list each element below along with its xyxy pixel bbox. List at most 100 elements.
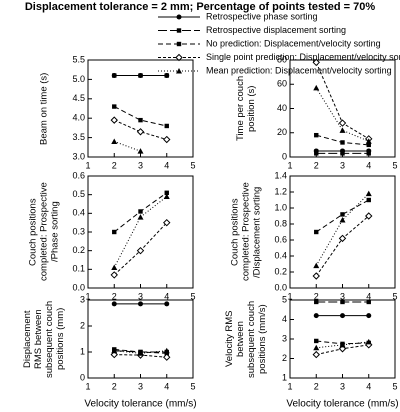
y-tick-label: 0.0 bbox=[72, 282, 85, 292]
point bbox=[164, 351, 169, 356]
y-tick-label: 0.6 bbox=[274, 234, 287, 244]
y-tick-label: 0.0 bbox=[274, 282, 287, 292]
y-tick-label: 3.5 bbox=[72, 132, 85, 142]
point bbox=[314, 299, 319, 305]
y-tick-label: 5 bbox=[282, 294, 287, 304]
series-line bbox=[114, 106, 167, 127]
x-tick-label: 4 bbox=[366, 291, 371, 301]
point bbox=[163, 135, 171, 144]
point bbox=[365, 338, 372, 345]
series-line bbox=[315, 215, 370, 277]
point bbox=[365, 190, 372, 197]
point bbox=[365, 138, 372, 144]
y-tick-label: 0.1 bbox=[72, 264, 85, 274]
plot-frame bbox=[289, 299, 396, 379]
x-tick-label: 4 bbox=[164, 160, 169, 170]
chart-title: Displacement tolerance = 2 mm; Percentag… bbox=[25, 1, 376, 13]
x-tick-label: 4 bbox=[366, 381, 371, 391]
series-line bbox=[315, 87, 369, 142]
y-tick-label: 20 bbox=[277, 127, 287, 137]
y-tick-label: 60 bbox=[277, 79, 287, 89]
point bbox=[111, 347, 118, 354]
x-tick-label: 1 bbox=[287, 381, 292, 391]
point bbox=[164, 73, 169, 78]
point bbox=[312, 350, 320, 359]
y-tick-label: 0.2 bbox=[72, 245, 85, 255]
y-tick-label: 0 bbox=[282, 151, 287, 161]
point bbox=[366, 151, 371, 156]
y-tick-label: 80 bbox=[277, 54, 287, 64]
point bbox=[313, 344, 320, 351]
y-tick-label: 0.4 bbox=[72, 208, 85, 218]
point bbox=[137, 148, 144, 154]
point bbox=[137, 350, 144, 356]
point bbox=[163, 347, 170, 354]
y-tick-label: 4 bbox=[282, 314, 287, 324]
x-axis-label: Velocity tolerance (mm/s) bbox=[84, 399, 196, 410]
x-tick-label: 4 bbox=[164, 381, 169, 391]
x-tick-label: 2 bbox=[112, 160, 117, 170]
point bbox=[111, 138, 118, 144]
point bbox=[110, 271, 118, 279]
legend-marker bbox=[176, 68, 182, 74]
point bbox=[340, 140, 345, 145]
x-tick-label: 5 bbox=[392, 160, 397, 170]
legend-marker bbox=[176, 28, 182, 33]
y-tick-label: 5.0 bbox=[72, 74, 85, 84]
y-tick-label: 1 bbox=[282, 372, 287, 382]
point bbox=[339, 217, 346, 223]
point bbox=[112, 73, 117, 78]
point bbox=[312, 272, 320, 280]
y-tick-label: 40 bbox=[277, 103, 287, 113]
y-tick-label: 1.4 bbox=[274, 170, 287, 180]
y-axis-label: Velocity RMS between subsequent couch po… bbox=[224, 300, 268, 378]
point bbox=[312, 58, 320, 67]
y-tick-label: 0.4 bbox=[274, 250, 287, 260]
y-tick-label: 5.5 bbox=[72, 54, 85, 64]
y-tick-label: 3 bbox=[282, 333, 287, 343]
y-axis-label: Couch positions completed: Prospective /… bbox=[27, 182, 61, 282]
x-tick-label: 5 bbox=[392, 381, 397, 391]
series-line bbox=[114, 141, 141, 152]
y-tick-label: 4.0 bbox=[72, 113, 85, 123]
x-tick-label: 2 bbox=[314, 291, 319, 301]
point bbox=[163, 218, 171, 227]
y-tick-label: 0.6 bbox=[72, 170, 85, 180]
x-tick-label: 1 bbox=[85, 160, 90, 170]
legend-marker bbox=[176, 14, 182, 20]
x-tick-label: 4 bbox=[366, 160, 371, 170]
point bbox=[366, 299, 371, 305]
point bbox=[366, 142, 371, 148]
series-line bbox=[315, 199, 369, 233]
point bbox=[340, 151, 345, 156]
point bbox=[366, 197, 371, 203]
point bbox=[338, 119, 347, 127]
y-axis-label: Beam on time (s) bbox=[38, 72, 50, 145]
x-tick-label: 3 bbox=[138, 381, 143, 391]
x-tick-label: 1 bbox=[287, 160, 292, 170]
point bbox=[340, 299, 345, 305]
point bbox=[365, 212, 373, 220]
point bbox=[313, 313, 319, 319]
x-tick-label: 1 bbox=[85, 291, 90, 301]
plot-frame bbox=[87, 299, 194, 379]
y-axis-label: Time per couch position (s) bbox=[235, 75, 257, 142]
y-tick-label: 1.2 bbox=[274, 186, 287, 196]
point bbox=[314, 132, 319, 138]
y-axis-label: Couch positions completed: Prospective /… bbox=[229, 182, 263, 282]
point bbox=[339, 127, 346, 133]
plot-frame bbox=[289, 175, 396, 289]
point bbox=[137, 214, 144, 220]
point bbox=[111, 301, 117, 307]
x-tick-label: 5 bbox=[190, 160, 195, 170]
x-axis-label: Velocity tolerance (mm/s) bbox=[286, 399, 398, 410]
point bbox=[138, 209, 143, 214]
point bbox=[138, 117, 143, 123]
x-tick-label: 3 bbox=[138, 291, 143, 301]
y-tick-label: 0.2 bbox=[274, 266, 287, 276]
y-axis-label: Displacement RMS between subsequent couc… bbox=[22, 300, 66, 378]
x-tick-label: 1 bbox=[287, 291, 292, 301]
x-tick-label: 3 bbox=[138, 160, 143, 170]
legend-label: Retrospective phase sorting bbox=[206, 11, 318, 21]
point bbox=[314, 151, 319, 156]
